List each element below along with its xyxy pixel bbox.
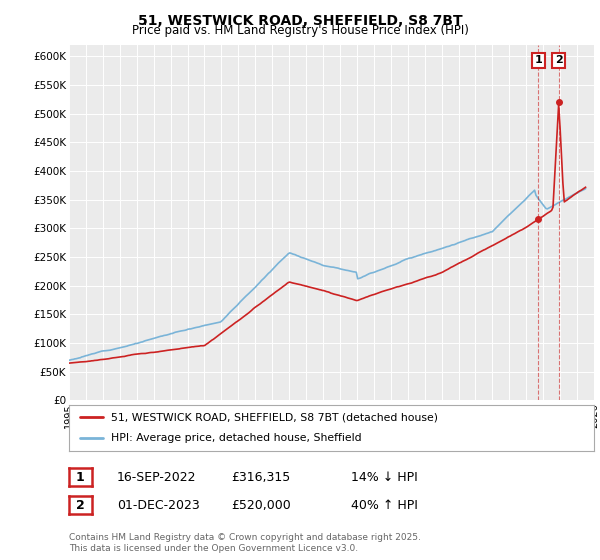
Text: 2: 2 [76,498,85,512]
Text: 51, WESTWICK ROAD, SHEFFIELD, S8 7BT (detached house): 51, WESTWICK ROAD, SHEFFIELD, S8 7BT (de… [111,412,438,422]
Text: 40% ↑ HPI: 40% ↑ HPI [351,498,418,512]
Text: 01-DEC-2023: 01-DEC-2023 [117,498,200,512]
Text: Price paid vs. HM Land Registry's House Price Index (HPI): Price paid vs. HM Land Registry's House … [131,24,469,37]
Text: HPI: Average price, detached house, Sheffield: HPI: Average price, detached house, Shef… [111,433,362,444]
Text: 16-SEP-2022: 16-SEP-2022 [117,470,197,484]
Text: 14% ↓ HPI: 14% ↓ HPI [351,470,418,484]
Text: 2: 2 [555,55,563,66]
Text: £520,000: £520,000 [231,498,291,512]
Text: Contains HM Land Registry data © Crown copyright and database right 2025.
This d: Contains HM Land Registry data © Crown c… [69,533,421,553]
Text: 51, WESTWICK ROAD, SHEFFIELD, S8 7BT: 51, WESTWICK ROAD, SHEFFIELD, S8 7BT [137,14,463,28]
Text: 1: 1 [76,470,85,484]
Text: 1: 1 [535,55,542,66]
Text: £316,315: £316,315 [231,470,290,484]
